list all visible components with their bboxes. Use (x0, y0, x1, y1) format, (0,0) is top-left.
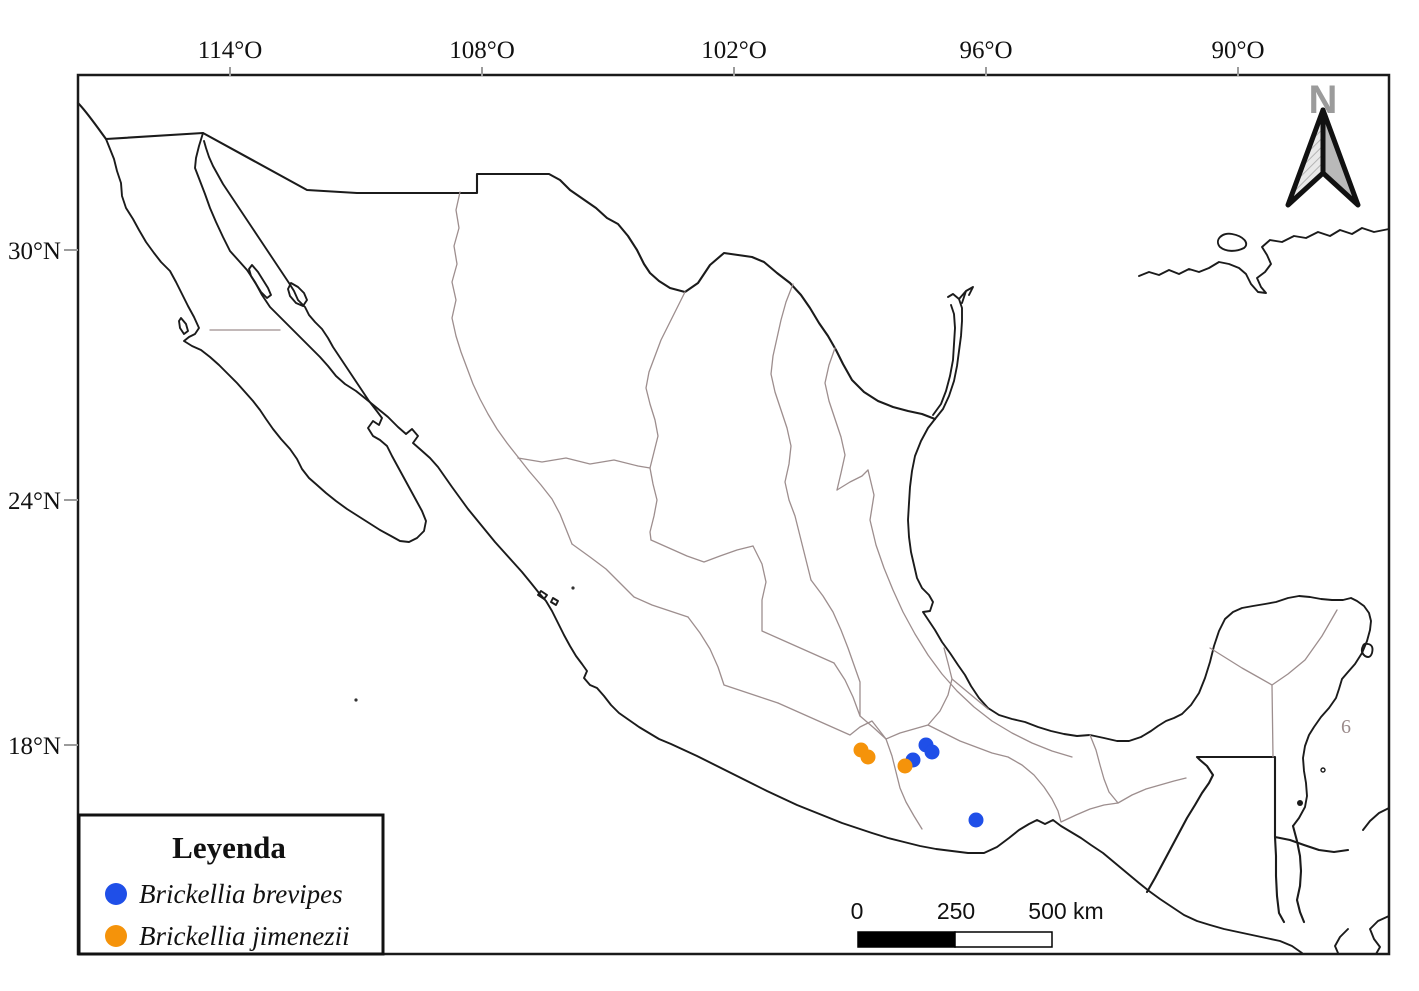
map-frame (76, 73, 1391, 956)
state-line (836, 469, 869, 491)
left-axis: 30°N 24°N 18°N (8, 238, 78, 760)
occurrence-point (924, 744, 940, 760)
state-line (645, 291, 686, 541)
occurrence-point (968, 812, 984, 828)
state-line (770, 283, 812, 581)
state-line (833, 662, 887, 740)
state-line (927, 724, 1119, 823)
legend-title: Leyenda (172, 830, 286, 865)
small-island-dot (354, 698, 358, 702)
state-line (752, 545, 835, 664)
scalebar-label-0: 0 (851, 898, 864, 924)
legend-swatch (105, 883, 127, 905)
scalebar-label-250: 250 (937, 898, 975, 924)
pacific-coast-path (194, 132, 1303, 954)
top-axis: 114°O 108°O 102°O 96°O 90°O (198, 37, 1265, 76)
occurrence-point (860, 749, 876, 765)
scalebar-label-500km: 500 km (1028, 898, 1103, 924)
legend-item-label: Brickellia jimenezii (139, 921, 350, 951)
mexico-outline-layer (76, 101, 1390, 955)
texas-coast-path (932, 286, 974, 420)
latitude-label: 30°N (8, 238, 61, 265)
north-arrow-right-half (1320, 107, 1361, 208)
scalebar-segment-black (857, 931, 956, 948)
state-line (824, 347, 846, 491)
state-boundaries-layer (209, 191, 1338, 830)
latitude-label: 24°N (8, 488, 61, 515)
small-island-dot (571, 586, 575, 590)
state-line (571, 543, 689, 618)
state-line (650, 539, 754, 563)
louisiana-coast-path (1138, 227, 1390, 294)
longitude-label: 96°O (959, 37, 1012, 64)
state-line (885, 647, 953, 740)
map-artifact-digit: 6 (1341, 716, 1351, 738)
legend-item-label: Brickellia brevipes (139, 879, 343, 909)
small-island-dot (1320, 767, 1326, 773)
state-line (951, 678, 989, 710)
longitude-label: 102°O (701, 37, 767, 64)
peten-lake-blob (1297, 800, 1303, 806)
latitude-label: 18°N (8, 733, 61, 760)
guatemala-belize-path (1145, 755, 1350, 924)
longitude-label: 90°O (1211, 37, 1264, 64)
longitude-label: 108°O (449, 37, 515, 64)
legend: Leyenda Brickellia brevipes Brickellia ji… (77, 813, 385, 956)
state-line (1209, 609, 1338, 758)
occurrence-points-layer (853, 737, 984, 828)
scalebar: 0 250 500 km (851, 898, 1104, 948)
state-line (810, 579, 861, 717)
us-border-path (76, 101, 937, 421)
legend-swatch (105, 925, 127, 947)
longitude-label: 114°O (198, 37, 263, 64)
state-line (687, 616, 779, 704)
baja-california-path (105, 138, 427, 543)
state-line (1089, 734, 1187, 804)
state-line (517, 457, 651, 469)
scalebar-segment-white (954, 931, 1053, 948)
se-corner-coast-path (1334, 807, 1390, 955)
north-arrow: N (1285, 78, 1361, 208)
gulf-islands-path (178, 264, 559, 606)
legend-box (77, 813, 385, 956)
gulf-coast-path (907, 418, 1372, 827)
legend-items: Brickellia brevipes Brickellia jimenezii (105, 879, 350, 951)
state-line (451, 191, 573, 545)
cozumel-island-path (1360, 642, 1374, 658)
state-line (885, 738, 923, 830)
state-line (777, 702, 887, 740)
occurrence-point (897, 758, 913, 774)
state-line (867, 469, 1073, 758)
